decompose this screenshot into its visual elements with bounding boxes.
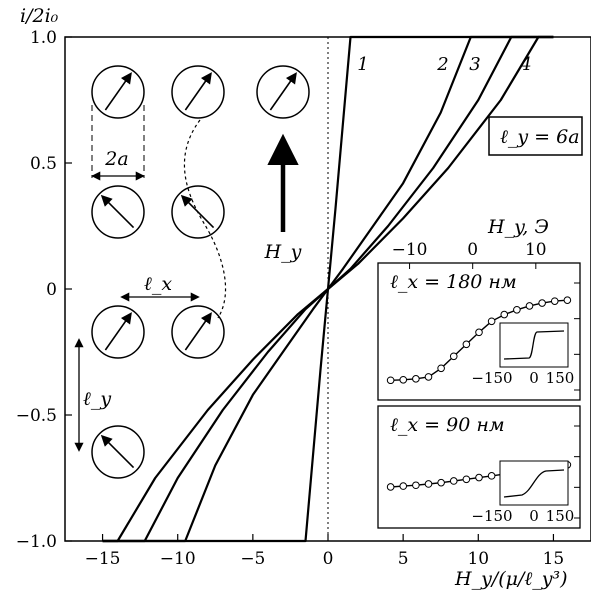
x-tick-label: −15 xyxy=(85,549,121,569)
mini-tick-label: 150 xyxy=(546,507,575,525)
curve-label-2: 2 xyxy=(436,54,448,75)
inset-top-tick-label: 10 xyxy=(525,240,547,260)
spin-arrow xyxy=(100,434,135,469)
inset-panel-label: ℓ_x = 180 нм xyxy=(390,271,517,293)
domain-wall-path xyxy=(183,119,227,319)
y-tick-label: −0.5 xyxy=(16,406,57,426)
y-tick-label: 0 xyxy=(46,280,57,300)
mini-tick-label: −150 xyxy=(471,369,512,387)
inset-data-point xyxy=(412,481,420,490)
inset-data-point xyxy=(399,482,408,490)
y-axis-label: i/2i₀ xyxy=(20,5,59,27)
inset-data-point xyxy=(525,302,534,310)
curve-label-4: 4 xyxy=(519,54,531,75)
box-label: ℓ_y = 6a xyxy=(500,126,580,148)
box-label-frame xyxy=(488,116,583,156)
y-tick-label: 0.5 xyxy=(30,154,57,174)
inset-top-tick-label: 0 xyxy=(467,240,478,260)
spin-arrow xyxy=(184,72,212,111)
x-tick-label: 10 xyxy=(467,549,489,569)
inset-data-point xyxy=(462,340,471,349)
inset-data-point xyxy=(424,373,433,381)
mini-tick-label: −150 xyxy=(471,507,512,525)
mini-plot-frame xyxy=(499,322,569,368)
inset-panel-2: ℓ_x = 90 нм −150 0 150 xyxy=(377,405,581,529)
inset-data-point xyxy=(386,376,395,385)
inset-panel-label: ℓ_x = 90 нм xyxy=(390,414,505,436)
tick-group: −15 −10 −5 0 5 10 151.00.50−0.5−1.0 xyxy=(16,28,565,569)
inset-data-point xyxy=(449,477,458,485)
inset-data-point xyxy=(475,473,483,482)
inset-data-point xyxy=(500,310,509,319)
curve-label-1: 1 xyxy=(357,54,368,75)
y-tick-label: −1.0 xyxy=(16,532,57,552)
x-axis-label: H_y/(μ/ℓ_y³) xyxy=(454,568,568,590)
inset-data-point xyxy=(399,375,408,384)
spacing-label: 2a xyxy=(104,148,128,170)
mini-tick-label: 0 xyxy=(529,369,539,387)
y-tick-label: 1.0 xyxy=(30,28,57,48)
mini-plot-curve xyxy=(503,469,565,498)
ly-label: ℓ_y xyxy=(83,388,111,410)
spin-arrow xyxy=(104,312,132,351)
curve-group xyxy=(102,35,554,543)
inset-data-point xyxy=(487,472,496,480)
spin-arrow xyxy=(184,312,212,351)
inset-data-point xyxy=(487,317,496,326)
inset-data-point xyxy=(449,352,458,361)
inset-data-point xyxy=(563,296,572,304)
x-tick-label: −5 xyxy=(240,549,265,569)
inset-data-point xyxy=(424,480,433,488)
inset-top-axis-label: H_y, Э xyxy=(487,216,549,238)
spin-arrow xyxy=(104,72,132,111)
inset-data-point xyxy=(550,297,559,305)
mini-tick-label: 150 xyxy=(546,369,575,387)
inset-data-point xyxy=(462,475,471,484)
inset-data-point xyxy=(412,375,420,383)
inset-top-tick-label: −10 xyxy=(392,240,428,260)
spin-arrow xyxy=(269,72,297,111)
x-tick-label: −10 xyxy=(160,549,196,569)
field-label: H_y xyxy=(264,241,302,263)
curve-label-3: 3 xyxy=(469,54,480,75)
inset-data-point xyxy=(538,299,546,307)
inset-data-point xyxy=(513,305,521,314)
series-line-4 xyxy=(102,35,554,543)
x-tick-label: 5 xyxy=(398,549,409,569)
schematic: 2a ℓ_x ℓ_y H_y xyxy=(74,65,310,479)
x-tick-label: 15 xyxy=(543,549,565,569)
inset-panel-1: ℓ_x = 180 нм −150 0 150 xyxy=(377,262,581,401)
spin-arrow xyxy=(100,194,135,229)
inset-data-point xyxy=(437,364,445,373)
mini-plot-curve xyxy=(503,330,565,360)
lx-label: ℓ_x xyxy=(144,273,172,295)
x-tick-label: 0 xyxy=(323,549,334,569)
inset-data-point xyxy=(437,478,445,487)
inset-data-point xyxy=(386,483,395,491)
inset-data-point xyxy=(475,328,483,337)
mini-tick-label: 0 xyxy=(529,507,539,525)
